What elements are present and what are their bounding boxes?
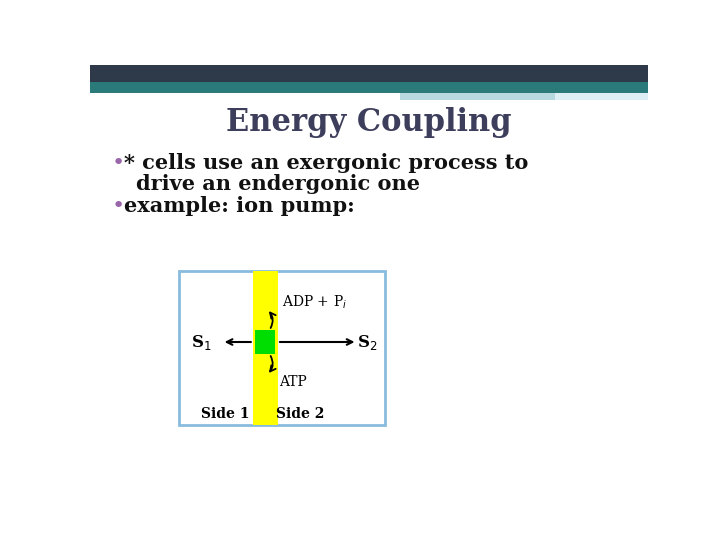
Text: S$_2$: S$_2$	[357, 333, 378, 352]
Text: Energy Coupling: Energy Coupling	[226, 107, 512, 138]
Text: Side 1: Side 1	[202, 407, 250, 421]
Bar	[256, 330, 276, 354]
Text: Side 2: Side 2	[276, 407, 325, 421]
Bar	[90, 82, 648, 92]
Text: * cells use an exergonic process to: * cells use an exergonic process to	[124, 153, 528, 173]
Bar	[555, 92, 648, 100]
Bar	[90, 65, 648, 82]
Text: •: •	[112, 153, 125, 173]
Text: example: ion pump:: example: ion pump:	[124, 195, 355, 215]
Bar	[253, 271, 278, 425]
Bar	[400, 92, 555, 100]
Text: •: •	[112, 195, 125, 215]
Bar	[400, 92, 640, 100]
Text: ADP + P$_i$: ADP + P$_i$	[282, 293, 348, 310]
Text: drive an endergonic one: drive an endergonic one	[137, 174, 420, 194]
Text: S$_1$: S$_1$	[191, 333, 211, 352]
Bar	[179, 271, 384, 425]
Text: ATP: ATP	[279, 375, 307, 389]
